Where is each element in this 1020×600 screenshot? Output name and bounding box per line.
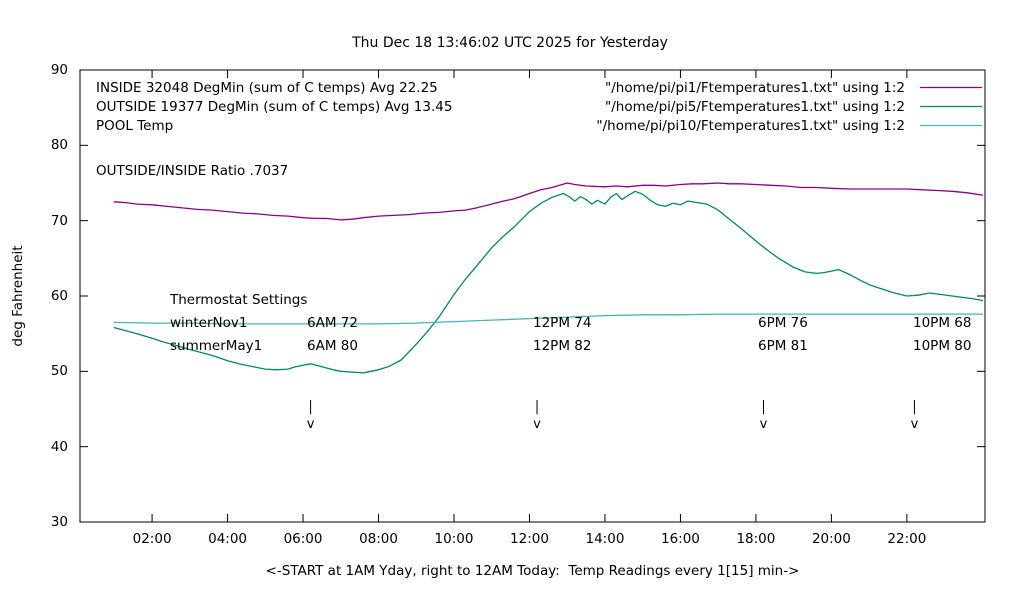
thermostat-change-glyph: v — [910, 417, 919, 432]
x-axis-label: <-START at 1AM Yday, right to 12AM Today… — [265, 563, 800, 579]
x-tick-label: 16:00 — [660, 531, 700, 547]
thermostat-cell: 12PM 74 — [533, 315, 592, 331]
x-tick-label: 12:00 — [510, 531, 549, 547]
y-tick-label: 30 — [50, 514, 68, 530]
thermostat-settings-heading: Thermostat Settings — [170, 292, 308, 308]
thermostat-cell: 6AM 80 — [307, 338, 358, 354]
x-tick-label: 14:00 — [585, 531, 625, 547]
thermostat-cell: 6PM 81 — [758, 338, 808, 354]
legend-file-outside: "/home/pi/pi5/Ftemperatures1.txt" using … — [605, 99, 905, 115]
thermostat-cell: 10PM 68 — [913, 315, 972, 331]
x-tick-label: 06:00 — [283, 531, 323, 547]
series-line-inside — [113, 182, 984, 221]
series-line-outside — [113, 190, 984, 374]
thermostat-cell: 6PM 76 — [758, 315, 808, 331]
legend-label-pool: POOL Temp — [96, 118, 174, 134]
x-tick-label: 02:00 — [132, 531, 172, 547]
thermostat-cell: 12PM 82 — [533, 338, 592, 354]
y-axis-label: deg Fahrenheit — [10, 245, 26, 347]
y-tick-label: 40 — [50, 438, 68, 455]
legend-label-outside: OUTSIDE 19377 DegMin (sum of C temps) Av… — [96, 99, 453, 115]
thermostat-cell: 6AM 72 — [307, 315, 358, 331]
legend-label-inside: INSIDE 32048 DegMin (sum of C temps) Avg… — [96, 80, 438, 96]
x-tick-label: 10:00 — [434, 531, 474, 547]
thermostat-cell: 10PM 80 — [913, 338, 972, 354]
x-tick-label: 08:00 — [359, 531, 398, 547]
chart-title: Thu Dec 18 13:46:02 UTC 2025 for Yesterd… — [352, 35, 668, 51]
legend-file-inside: "/home/pi/pi1/Ftemperatures1.txt" using … — [605, 80, 905, 96]
ratio-text: OUTSIDE/INSIDE Ratio .7037 — [96, 163, 289, 179]
legend-file-pool: "/home/pi/pi10/Ftemperatures1.txt" using… — [596, 118, 905, 134]
thermostat-change-glyph: v — [759, 417, 768, 432]
thermostat-change-glyph: v — [306, 417, 315, 432]
thermostat-row-label: winterNov1 — [170, 315, 248, 331]
x-tick-label: 18:00 — [736, 531, 776, 547]
series-line-pool — [113, 313, 984, 325]
thermostat-change-glyph: v — [533, 417, 541, 432]
y-tick-label: 50 — [50, 363, 68, 380]
y-tick-label: 70 — [50, 212, 68, 229]
y-tick-label: 90 — [50, 62, 68, 78]
x-tick-label: 22:00 — [887, 531, 927, 547]
y-tick-label: 80 — [50, 137, 68, 154]
x-tick-label: 20:00 — [811, 531, 851, 547]
y-tick-label: 60 — [50, 288, 68, 304]
thermostat-row-label: summerMay1 — [170, 338, 263, 354]
x-tick-label: 04:00 — [208, 531, 248, 547]
